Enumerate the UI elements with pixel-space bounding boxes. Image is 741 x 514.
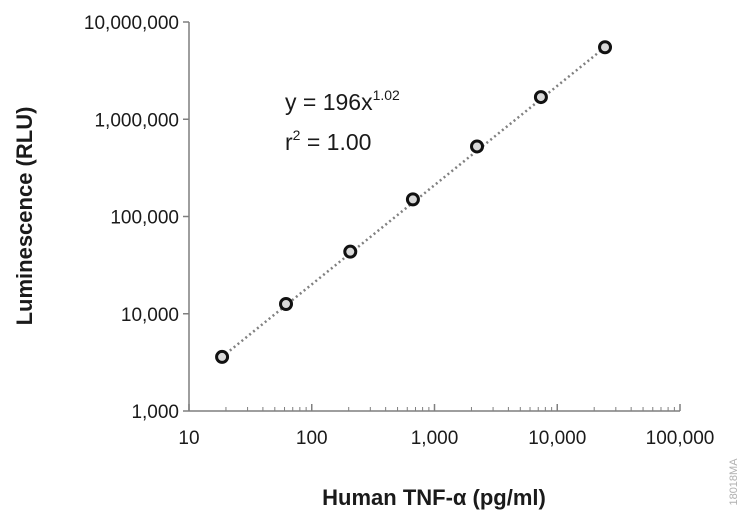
data-point (279, 296, 294, 311)
data-point (215, 349, 230, 364)
r-squared-power: 2 (293, 127, 301, 143)
data-point (343, 244, 358, 259)
r-squared-base: r (285, 129, 293, 155)
equation-annotation: y = 196x1.02 r2 = 1.00 (285, 87, 400, 155)
y-tick-label: 10,000,000 (84, 13, 179, 34)
x-tick-label: 100 (296, 428, 328, 449)
equation-exponent: 1.02 (373, 87, 400, 103)
x-tick-label: 1,000 (411, 428, 459, 449)
x-ticks: 10 100 1,000 10,000 100,000 (178, 404, 714, 449)
data-point (598, 40, 613, 55)
x-tick-label: 10,000 (528, 428, 586, 449)
data-point (405, 192, 420, 207)
y-ticks: 1,000 10,000 100,000 1,000,000 10,000,000 (84, 13, 189, 423)
data-point (533, 90, 548, 105)
y-axis-title: Luminescence (RLU) (12, 107, 37, 326)
r-squared-value: = 1.00 (300, 129, 371, 155)
data-points (215, 40, 613, 364)
axes: 1,000 10,000 100,000 1,000,000 10,000,000 10… (84, 13, 714, 449)
svg-text:r2 = 1.00: r2 = 1.00 (285, 127, 371, 155)
y-tick-label: 10,000 (121, 305, 179, 326)
x-tick-label: 100,000 (646, 428, 715, 449)
svg-text:y = 196x1.02: y = 196x1.02 (285, 87, 400, 115)
y-tick-label: 100,000 (110, 208, 179, 229)
data-point (470, 139, 485, 154)
x-tick-label: 10 (178, 428, 199, 449)
figure-code: 18018MA (728, 458, 740, 506)
equation-text: y = 196x (285, 89, 373, 115)
y-tick-label: 1,000 (131, 402, 179, 423)
y-tick-label: 1,000,000 (94, 110, 179, 131)
x-axis-title: Human TNF-α (pg/ml) (322, 485, 546, 510)
